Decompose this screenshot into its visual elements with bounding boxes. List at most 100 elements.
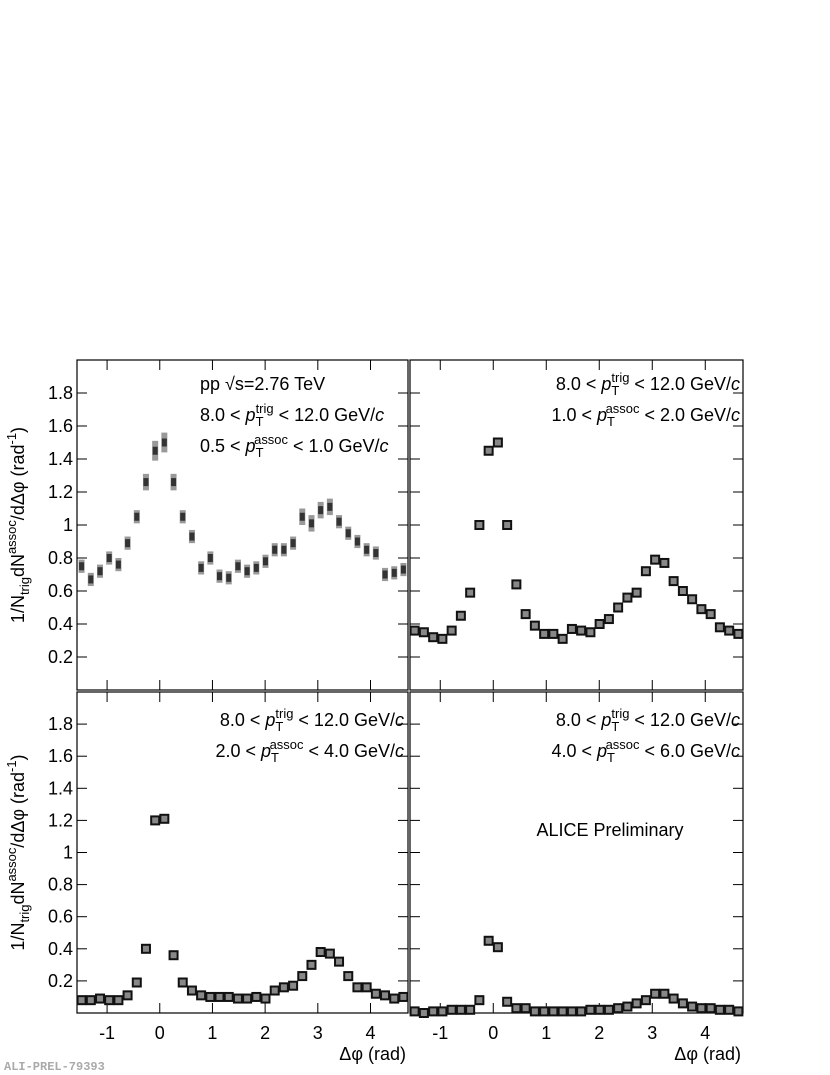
- marker: [576, 625, 587, 636]
- text-part: T: [607, 750, 615, 765]
- marker: [566, 623, 577, 634]
- marker: [474, 995, 485, 1006]
- marker: [409, 625, 420, 636]
- marker: [520, 1003, 531, 1014]
- text-part: p: [245, 405, 256, 425]
- marker: [640, 566, 651, 577]
- marker: [659, 557, 670, 568]
- text-part: 4.0 <: [551, 741, 597, 761]
- marker: [428, 1006, 439, 1017]
- annotation: 1.0 < pTassoc < 2.0 GeV/c: [551, 401, 740, 429]
- x-axis-title: Δφ (rad): [339, 1044, 406, 1064]
- marker: [306, 959, 317, 970]
- text-part: c: [380, 436, 389, 456]
- marker: [733, 628, 744, 639]
- marker: [585, 627, 596, 638]
- marker: [594, 619, 605, 629]
- marker: [668, 576, 679, 587]
- y-tick-label: 0.2: [48, 971, 73, 991]
- marker: [370, 988, 381, 999]
- marker: [391, 568, 397, 577]
- marker: [418, 1008, 429, 1018]
- marker: [290, 539, 296, 548]
- marker: [529, 620, 540, 631]
- marker: [705, 609, 716, 620]
- text-part: trig: [17, 905, 32, 923]
- text-part: p: [264, 710, 275, 730]
- annotation: 8.0 < pTtrig < 12.0 GeV/c: [556, 370, 740, 398]
- marker: [659, 988, 670, 999]
- text-part: c: [731, 405, 740, 425]
- text-part: dN: [8, 882, 28, 905]
- marker: [474, 520, 485, 530]
- marker: [104, 995, 115, 1006]
- marker: [382, 570, 388, 579]
- marker: [548, 1006, 559, 1017]
- y-tick-label: 1.8: [48, 714, 73, 734]
- marker: [171, 478, 177, 487]
- text-part: trig: [611, 370, 629, 385]
- marker: [318, 506, 324, 515]
- text-part: 8.0 <: [556, 710, 602, 730]
- x-tick-label: 3: [647, 1023, 657, 1043]
- marker: [143, 478, 149, 487]
- marker: [502, 996, 513, 1007]
- marker: [677, 998, 688, 1009]
- marker: [603, 1004, 614, 1015]
- marker: [88, 575, 94, 584]
- annotation: 8.0 < pTtrig < 12.0 GeV/c: [220, 706, 404, 734]
- marker: [520, 609, 531, 620]
- text-part: c: [731, 741, 740, 761]
- y-tick-label: 0.6: [48, 907, 73, 927]
- text-part: c: [375, 405, 384, 425]
- y-tick-label: 1.6: [48, 416, 73, 436]
- text-part: assoc: [254, 432, 288, 447]
- marker: [223, 991, 234, 1002]
- text-part: p: [245, 436, 256, 456]
- marker: [115, 560, 121, 569]
- text-part: -1: [4, 760, 19, 772]
- text-part: p: [600, 710, 611, 730]
- marker: [548, 628, 559, 639]
- marker: [180, 512, 186, 521]
- marker: [205, 991, 216, 1002]
- marker: [687, 1001, 698, 1012]
- marker: [631, 998, 642, 1009]
- marker: [244, 567, 250, 576]
- marker: [168, 950, 179, 961]
- text-part: T: [256, 445, 264, 460]
- text-part: /dΔφ (rad: [8, 772, 28, 848]
- y-tick-label: 1.4: [48, 778, 73, 798]
- marker: [539, 628, 550, 639]
- marker: [437, 1006, 448, 1017]
- marker: [576, 1006, 587, 1017]
- label: ALICE Preliminary: [536, 820, 683, 840]
- marker: [159, 813, 170, 824]
- marker: [269, 985, 280, 996]
- marker: [400, 565, 406, 574]
- marker: [186, 985, 197, 996]
- annotation: 8.0 < pTtrig < 12.0 GeV/c: [200, 401, 384, 429]
- text-part: ): [8, 427, 28, 433]
- text-part: -1: [4, 433, 19, 445]
- text-part: trig: [611, 706, 629, 721]
- marker: [140, 943, 151, 954]
- marker: [288, 980, 299, 991]
- marker: [668, 993, 679, 1004]
- x-tick-label: 4: [365, 1023, 375, 1043]
- marker: [260, 993, 271, 1004]
- marker: [455, 610, 466, 621]
- y-tick-label: 1: [63, 843, 73, 863]
- marker: [603, 614, 614, 625]
- marker: [714, 622, 725, 633]
- marker: [134, 512, 140, 521]
- marker: [398, 991, 409, 1002]
- marker: [483, 935, 494, 946]
- text-part: < 2.0 GeV/: [639, 405, 731, 425]
- text-part: p: [596, 741, 607, 761]
- text-part: 8.0 <: [556, 374, 602, 394]
- marker: [594, 1004, 605, 1015]
- marker: [235, 562, 241, 571]
- marker: [232, 993, 243, 1004]
